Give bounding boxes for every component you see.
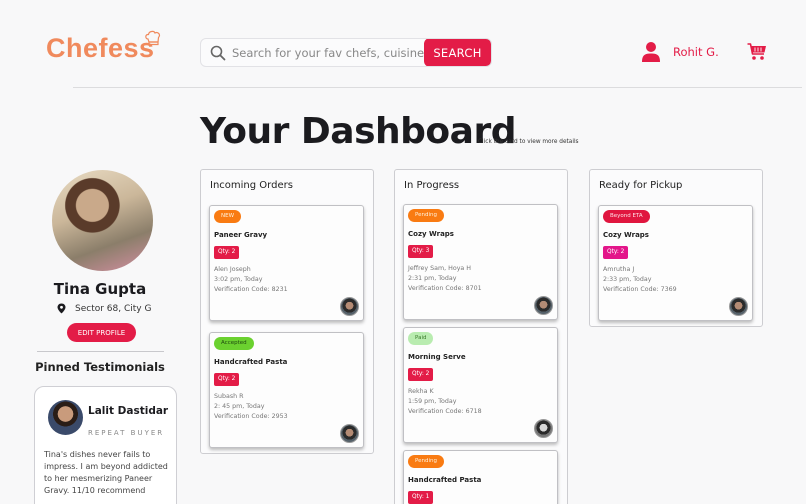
- chef-hat-icon: [145, 30, 161, 46]
- status-badge: NEW: [214, 210, 242, 223]
- user-name: Rohit G.: [673, 45, 719, 59]
- dish-name: Handcrafted Pasta: [214, 358, 288, 366]
- order-card[interactable]: Beyond ETA Cozy Wraps Qty: 2 Amrutha J 2…: [598, 205, 753, 321]
- page-subtitle: Click the card to view more details: [478, 139, 579, 145]
- chef-avatar: [534, 296, 553, 315]
- column-title: Ready for Pickup: [599, 180, 683, 191]
- dish-name: Cozy Wraps: [603, 231, 649, 239]
- order-card[interactable]: Accepted Handcrafted Pasta Qty: 2 Subash…: [209, 332, 364, 448]
- user-icon: [642, 42, 660, 62]
- chef-avatar: [340, 297, 359, 316]
- status-badge: Accepted: [214, 337, 254, 350]
- chef-avatar: [729, 297, 748, 316]
- search-icon: [210, 45, 226, 60]
- dish-name: Paneer Gravy: [214, 231, 268, 239]
- order-card[interactable]: Pending Cozy Wraps Qty: 3 Jeffrey Sam, H…: [403, 204, 558, 320]
- cart-icon[interactable]: [747, 43, 767, 61]
- verification-code: Verification Code: 2953: [214, 413, 288, 420]
- testimonial-role: REPEAT BUYER: [88, 429, 165, 437]
- order-info: Amrutha J 2:33 pm, Today Verification Co…: [603, 265, 677, 295]
- status-badge: Beyond ETA: [603, 210, 650, 223]
- column-title: Incoming Orders: [210, 180, 293, 191]
- order-card[interactable]: Pending Handcrafted Pasta Qty: 1: [403, 450, 558, 504]
- header-divider: [73, 87, 802, 88]
- search-input[interactable]: [232, 45, 427, 60]
- qty-badge: Qty: 1: [408, 491, 434, 504]
- order-time: 2: 45 pm, Today: [214, 403, 265, 410]
- customer-name: Jeffrey Sam, Hoya H: [408, 265, 472, 272]
- order-time: 2:33 pm, Today: [603, 276, 652, 283]
- customer-name: Alen Joseph: [214, 266, 251, 273]
- page-title: Your Dashboard: [200, 111, 516, 152]
- logo[interactable]: Chefess: [46, 33, 155, 63]
- column-ready-for-pickup: Ready for Pickup Beyond ETA Cozy Wraps Q…: [589, 169, 763, 327]
- location-pin-icon: [57, 303, 66, 314]
- qty-badge: Qty: 2: [603, 246, 629, 259]
- customer-name: Subash R: [214, 393, 244, 400]
- chef-avatar: [534, 419, 553, 438]
- testimonial-avatar: [48, 400, 83, 435]
- column-in-progress: In Progress Pending Cozy Wraps Qty: 3 Je…: [394, 169, 568, 504]
- order-time: 2:31 pm, Today: [408, 275, 457, 282]
- user-menu[interactable]: Rohit G.: [641, 41, 719, 63]
- edit-profile-button[interactable]: EDIT PROFILE: [67, 323, 136, 342]
- order-time: 1:59 pm, Today: [408, 398, 457, 405]
- status-badge: Pending: [408, 455, 444, 468]
- testimonial-name: Lalit Dastidar: [88, 405, 169, 417]
- verification-code: Verification Code: 6718: [408, 408, 482, 415]
- column-incoming-orders: Incoming Orders NEW Paneer Gravy Qty: 2 …: [200, 169, 374, 454]
- location-text: Sector 68, City G: [75, 303, 152, 314]
- verification-code: Verification Code: 7369: [603, 286, 677, 293]
- pinned-testimonials-heading: Pinned Testimonials: [35, 360, 165, 374]
- profile-location: Sector 68, City G: [57, 303, 151, 314]
- verification-code: Verification Code: 8701: [408, 285, 482, 292]
- order-info: Subash R 2: 45 pm, Today Verification Co…: [214, 392, 288, 422]
- status-badge: Pending: [408, 209, 444, 222]
- sidebar-divider: [37, 351, 164, 352]
- qty-badge: Qty: 2: [408, 368, 434, 381]
- dish-name: Morning Serve: [408, 353, 466, 361]
- qty-badge: Qty: 3: [408, 245, 434, 258]
- dish-name: Handcrafted Pasta: [408, 476, 482, 484]
- status-badge: Paid: [408, 332, 434, 345]
- chef-avatar: [340, 424, 359, 443]
- customer-name: Amrutha J: [603, 266, 635, 273]
- qty-badge: Qty: 2: [214, 373, 240, 386]
- order-card[interactable]: Paid Morning Serve Qty: 2 Rekha K 1:59 p…: [403, 327, 558, 443]
- testimonial-card[interactable]: Lalit Dastidar REPEAT BUYER Tina's dishe…: [34, 386, 177, 504]
- order-card[interactable]: NEW Paneer Gravy Qty: 2 Alen Joseph 3:02…: [209, 205, 364, 321]
- order-info: Jeffrey Sam, Hoya H 2:31 pm, Today Verif…: [408, 264, 482, 294]
- order-info: Rekha K 1:59 pm, Today Verification Code…: [408, 387, 482, 417]
- profile-photo: [52, 170, 153, 271]
- order-info: Alen Joseph 3:02 pm, Today Verification …: [214, 265, 288, 295]
- column-title: In Progress: [404, 180, 460, 191]
- search-button[interactable]: SEARCH: [424, 39, 491, 66]
- testimonial-text: Tina's dishes never fails to impress. I …: [44, 450, 168, 495]
- dish-name: Cozy Wraps: [408, 230, 454, 238]
- verification-code: Verification Code: 8231: [214, 286, 288, 293]
- profile-name: Tina Gupta: [53, 280, 147, 298]
- customer-name: Rekha K: [408, 388, 434, 395]
- qty-badge: Qty: 2: [214, 246, 240, 259]
- search-bar: SEARCH: [200, 38, 492, 67]
- order-time: 3:02 pm, Today: [214, 276, 263, 283]
